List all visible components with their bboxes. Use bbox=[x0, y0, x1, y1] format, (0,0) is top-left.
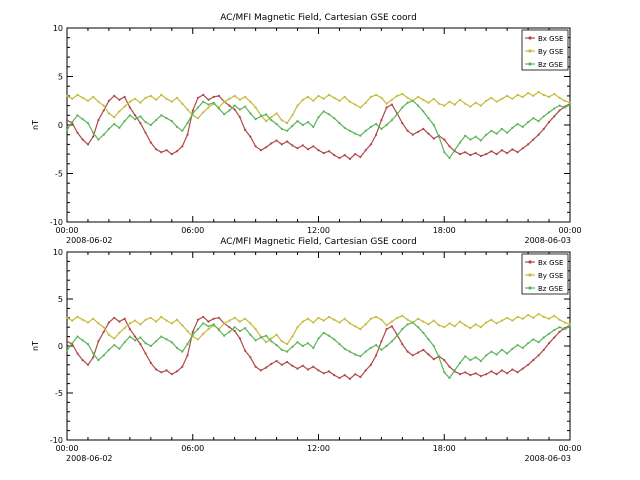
panel-1: AC/MFI Magnetic Field, Cartesian GSE coo… bbox=[31, 13, 582, 245]
x-tick-label: 00:00 bbox=[55, 226, 78, 235]
x-tick-label: 06:00 bbox=[181, 226, 204, 235]
y-axis-label: nT bbox=[31, 341, 40, 351]
y-tick-label: -10 bbox=[50, 218, 63, 227]
x-tick-label: 12:00 bbox=[307, 226, 330, 235]
y-tick-label: 0 bbox=[58, 121, 63, 130]
end-date-label: 2008-06-03 bbox=[525, 236, 572, 245]
x-tick-label: 00:00 bbox=[558, 444, 581, 453]
x-tick-label: 06:00 bbox=[181, 444, 204, 453]
plot-frame bbox=[66, 27, 571, 223]
x-tick-label: 00:00 bbox=[55, 444, 78, 453]
panel-2: AC/MFI Magnetic Field, Cartesian GSE coo… bbox=[31, 237, 582, 463]
y-tick-label: 10 bbox=[53, 248, 63, 257]
x-tick-label: 00:00 bbox=[558, 226, 581, 235]
legend-label: Bz GSE bbox=[538, 61, 563, 69]
plot-frame bbox=[66, 251, 571, 441]
legend-label: Bx GSE bbox=[538, 35, 563, 43]
end-date-label: 2008-06-03 bbox=[525, 454, 572, 463]
legend-label: Bz GSE bbox=[538, 285, 563, 293]
start-date-label: 2008-06-02 bbox=[66, 236, 113, 245]
y-tick-label: -10 bbox=[50, 436, 63, 445]
y-axis-label: nT bbox=[31, 120, 40, 130]
legend-label: By GSE bbox=[538, 48, 563, 56]
y-tick-label: -5 bbox=[55, 389, 63, 398]
y-tick-label: 10 bbox=[53, 24, 63, 33]
x-tick-label: 18:00 bbox=[433, 226, 456, 235]
y-tick-label: 5 bbox=[58, 295, 63, 304]
x-tick-label: 12:00 bbox=[307, 444, 330, 453]
legend-label: By GSE bbox=[538, 272, 563, 280]
panel-title: AC/MFI Magnetic Field, Cartesian GSE coo… bbox=[220, 237, 417, 247]
y-tick-label: -5 bbox=[55, 170, 63, 179]
y-tick-label: 5 bbox=[58, 73, 63, 82]
x-tick-label: 18:00 bbox=[433, 444, 456, 453]
legend-label: Bx GSE bbox=[538, 259, 563, 267]
start-date-label: 2008-06-02 bbox=[66, 454, 113, 463]
panel-title: AC/MFI Magnetic Field, Cartesian GSE coo… bbox=[220, 13, 417, 23]
y-tick-label: 0 bbox=[58, 342, 63, 351]
